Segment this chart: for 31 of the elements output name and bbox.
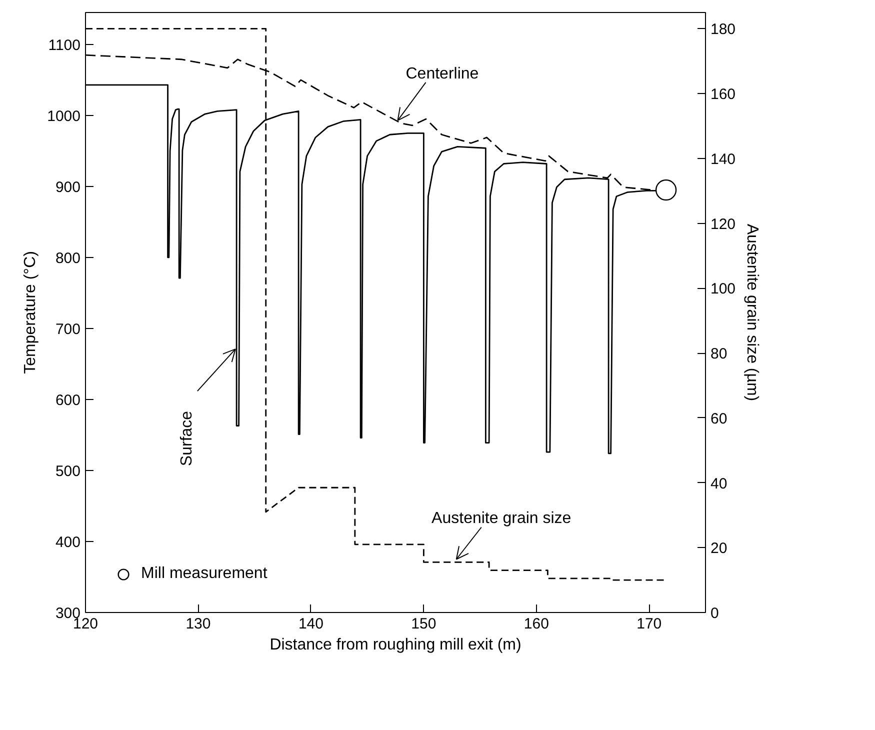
y2-tick-label: 180 xyxy=(710,21,736,38)
y2-tick-label: 40 xyxy=(710,475,728,492)
annotation: Centerline xyxy=(406,65,479,82)
y2-tick-label: 140 xyxy=(710,150,736,168)
annotation: Austenite grain size xyxy=(432,510,572,528)
y2-tick-label: 20 xyxy=(710,540,728,558)
line-series xyxy=(86,28,667,581)
y2-tick-label: 160 xyxy=(710,86,736,104)
y2-tick-label: 0 xyxy=(710,605,719,622)
y-tick-label: 1100 xyxy=(48,36,81,54)
y2-axis-title: Austenite grain size (µm) xyxy=(744,224,761,402)
y2-tick-label: 100 xyxy=(710,280,736,298)
y-tick-label: 1000 xyxy=(47,108,81,125)
y-tick-label: 500 xyxy=(55,462,81,480)
y-tick-label: 800 xyxy=(55,250,81,267)
x-tick-label: 160 xyxy=(524,616,549,632)
y-tick-label: 700 xyxy=(55,320,81,338)
y-tick-label: 600 xyxy=(55,392,81,409)
annotation: Surface xyxy=(178,410,196,466)
legend-label: Mill measurement xyxy=(141,565,268,583)
x-tick-label: 150 xyxy=(411,616,436,632)
y-tick-label: 900 xyxy=(55,178,81,196)
y2-tick-label: 80 xyxy=(710,346,728,363)
x-axis-title: Distance from roughing mill exit (m) xyxy=(270,636,522,654)
y2-tick-label: 60 xyxy=(710,410,728,428)
x-tick-label: 140 xyxy=(298,616,324,632)
y-tick-label: 400 xyxy=(55,534,81,551)
x-tick-label: 170 xyxy=(636,616,662,632)
y2-tick-label: 120 xyxy=(710,216,736,233)
x-tick-label: 130 xyxy=(186,616,211,632)
y-axis-title: Temperature (°C) xyxy=(22,251,40,374)
